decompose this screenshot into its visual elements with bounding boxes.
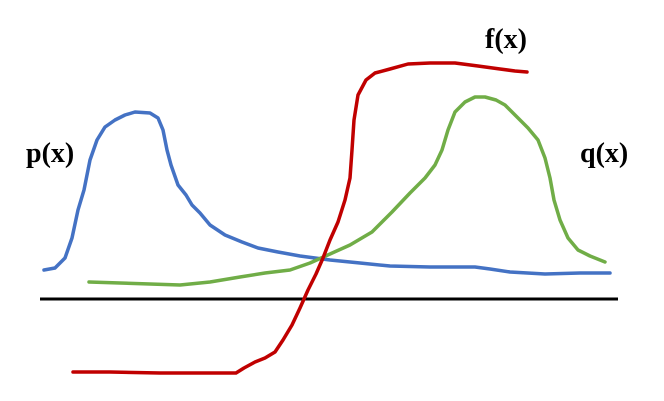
f-curve-label: f(x): [485, 24, 527, 55]
q-curve: [87, 95, 607, 287]
f-curve: [71, 61, 529, 375]
q-curve-label: q(x): [580, 138, 629, 169]
p-curve-label: p(x): [26, 138, 75, 169]
p-curve: [42, 110, 612, 276]
